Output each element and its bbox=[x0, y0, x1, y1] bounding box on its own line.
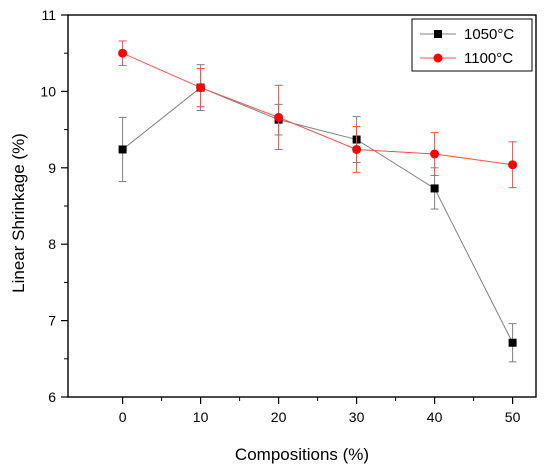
series-line bbox=[122, 87, 514, 343]
data-point-circle bbox=[118, 48, 128, 58]
legend-label: 1100°C bbox=[464, 50, 513, 67]
data-point-square bbox=[508, 338, 517, 347]
data-point-circle bbox=[508, 160, 518, 170]
legend-label: 1050°C bbox=[464, 26, 514, 43]
x-tick-label: 10 bbox=[193, 409, 209, 425]
series-line bbox=[122, 52, 513, 166]
y-axis-title: Linear Shrinkage (%) bbox=[9, 133, 28, 293]
legend-item: 1100°C bbox=[420, 50, 513, 67]
data-point-square bbox=[430, 184, 439, 193]
data-point-square bbox=[118, 145, 127, 154]
legend-item: 1050°C bbox=[420, 26, 514, 43]
x-tick-label: 50 bbox=[505, 409, 521, 425]
y-tick-label: 8 bbox=[48, 236, 56, 252]
data-point-circle bbox=[352, 144, 362, 154]
legend-box bbox=[411, 18, 533, 72]
plot-area: 0 10 20 30 40 50 6 7 8 9 10 11 1050°C 1100°C bbox=[40, 7, 537, 425]
legend-marker-square bbox=[434, 30, 442, 38]
y-tick-label: 7 bbox=[48, 313, 56, 329]
x-axis-title: Compositions (%) bbox=[235, 445, 369, 464]
data-point-circle bbox=[430, 149, 440, 159]
x-tick-label: 20 bbox=[271, 409, 287, 425]
legend: 1050°C 1100°C bbox=[411, 18, 533, 72]
y-tick-label: 10 bbox=[40, 83, 56, 99]
legend-marker-circle bbox=[433, 53, 443, 63]
series-1 bbox=[118, 64, 517, 363]
y-tick-label: 6 bbox=[48, 389, 56, 405]
y-tick-label: 11 bbox=[41, 7, 56, 23]
plot-frame bbox=[67, 14, 537, 398]
series-2 bbox=[118, 40, 518, 189]
y-tick-label: 9 bbox=[48, 160, 56, 176]
x-tick-label: 30 bbox=[349, 409, 365, 425]
data-point-circle bbox=[274, 112, 284, 122]
x-tick-label: 0 bbox=[119, 409, 127, 425]
data-point-circle bbox=[196, 83, 206, 93]
x-tick-label: 40 bbox=[427, 409, 443, 425]
